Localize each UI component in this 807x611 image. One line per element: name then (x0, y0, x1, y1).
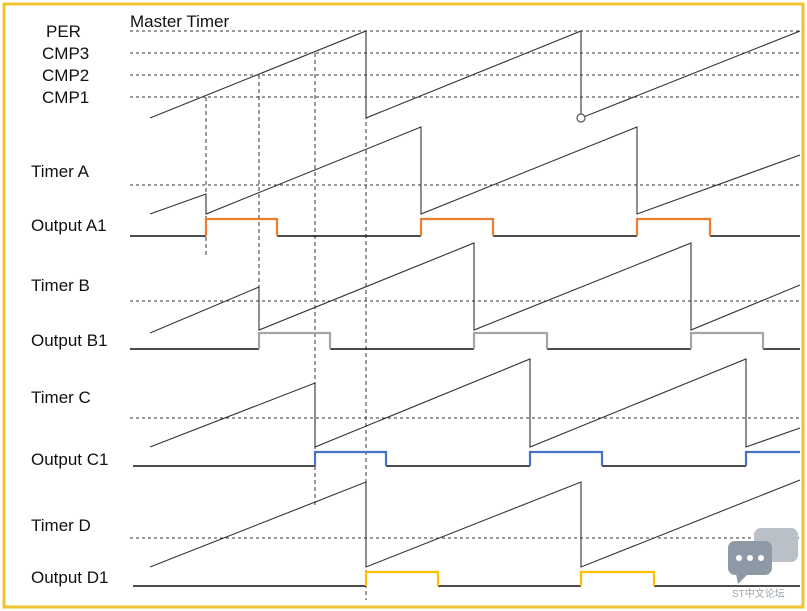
level-label-cmp1: CMP1 (42, 88, 89, 107)
timer-a-sawtooth (149, 126, 801, 215)
output-b1-pulse-3 (689, 331, 765, 349)
output-c1-pulse-2 (528, 450, 604, 466)
output-c1-pulse-1 (313, 450, 388, 466)
timer-c-label: Timer C (31, 388, 91, 407)
output-d1-pulse-1 (364, 570, 440, 586)
output-b1-pulse-1 (257, 331, 332, 349)
sync-markers (205, 31, 367, 600)
level-label-cmp2: CMP2 (42, 66, 89, 85)
timer-a-label: Timer A (31, 162, 90, 181)
master-reset-marker (576, 113, 586, 123)
level-label-per: PER (46, 22, 81, 41)
timer-a-section: Timer A Output A1 (31, 126, 801, 237)
timer-c-section: Timer C Output C1 (31, 358, 801, 469)
timer-d-section: Timer D Output D1 (31, 479, 801, 587)
timer-c-sawtooth (149, 358, 801, 448)
master-timer-section: Master Timer PER CMP3 CMP2 CMP1 (42, 12, 801, 123)
output-b1-pulse-2 (472, 331, 549, 349)
output-d1-label: Output D1 (31, 568, 109, 587)
output-b1-label: Output B1 (31, 331, 108, 350)
timer-b-sawtooth (149, 242, 801, 334)
output-a1-pulse-3 (635, 217, 712, 236)
timer-d-sawtooth (149, 479, 801, 568)
timer-b-section: Timer B Output B1 (31, 242, 801, 350)
watermark: ST中文论坛 (728, 528, 798, 600)
chat-bubble-icon (728, 528, 798, 584)
output-c1-pulse-3 (744, 450, 800, 466)
output-a1-label: Output A1 (31, 216, 107, 235)
output-a1-pulse-1 (204, 217, 279, 236)
timer-d-label: Timer D (31, 516, 91, 535)
output-a1-pulse-2 (419, 217, 495, 236)
output-c1-label: Output C1 (31, 450, 109, 469)
watermark-text: ST中文论坛 (732, 587, 785, 600)
master-timer-sawtooth (149, 30, 801, 119)
level-label-cmp3: CMP3 (42, 44, 89, 63)
output-d1-pulse-2 (579, 570, 656, 586)
timer-b-label: Timer B (31, 276, 90, 295)
master-timer-title: Master Timer (130, 12, 230, 31)
